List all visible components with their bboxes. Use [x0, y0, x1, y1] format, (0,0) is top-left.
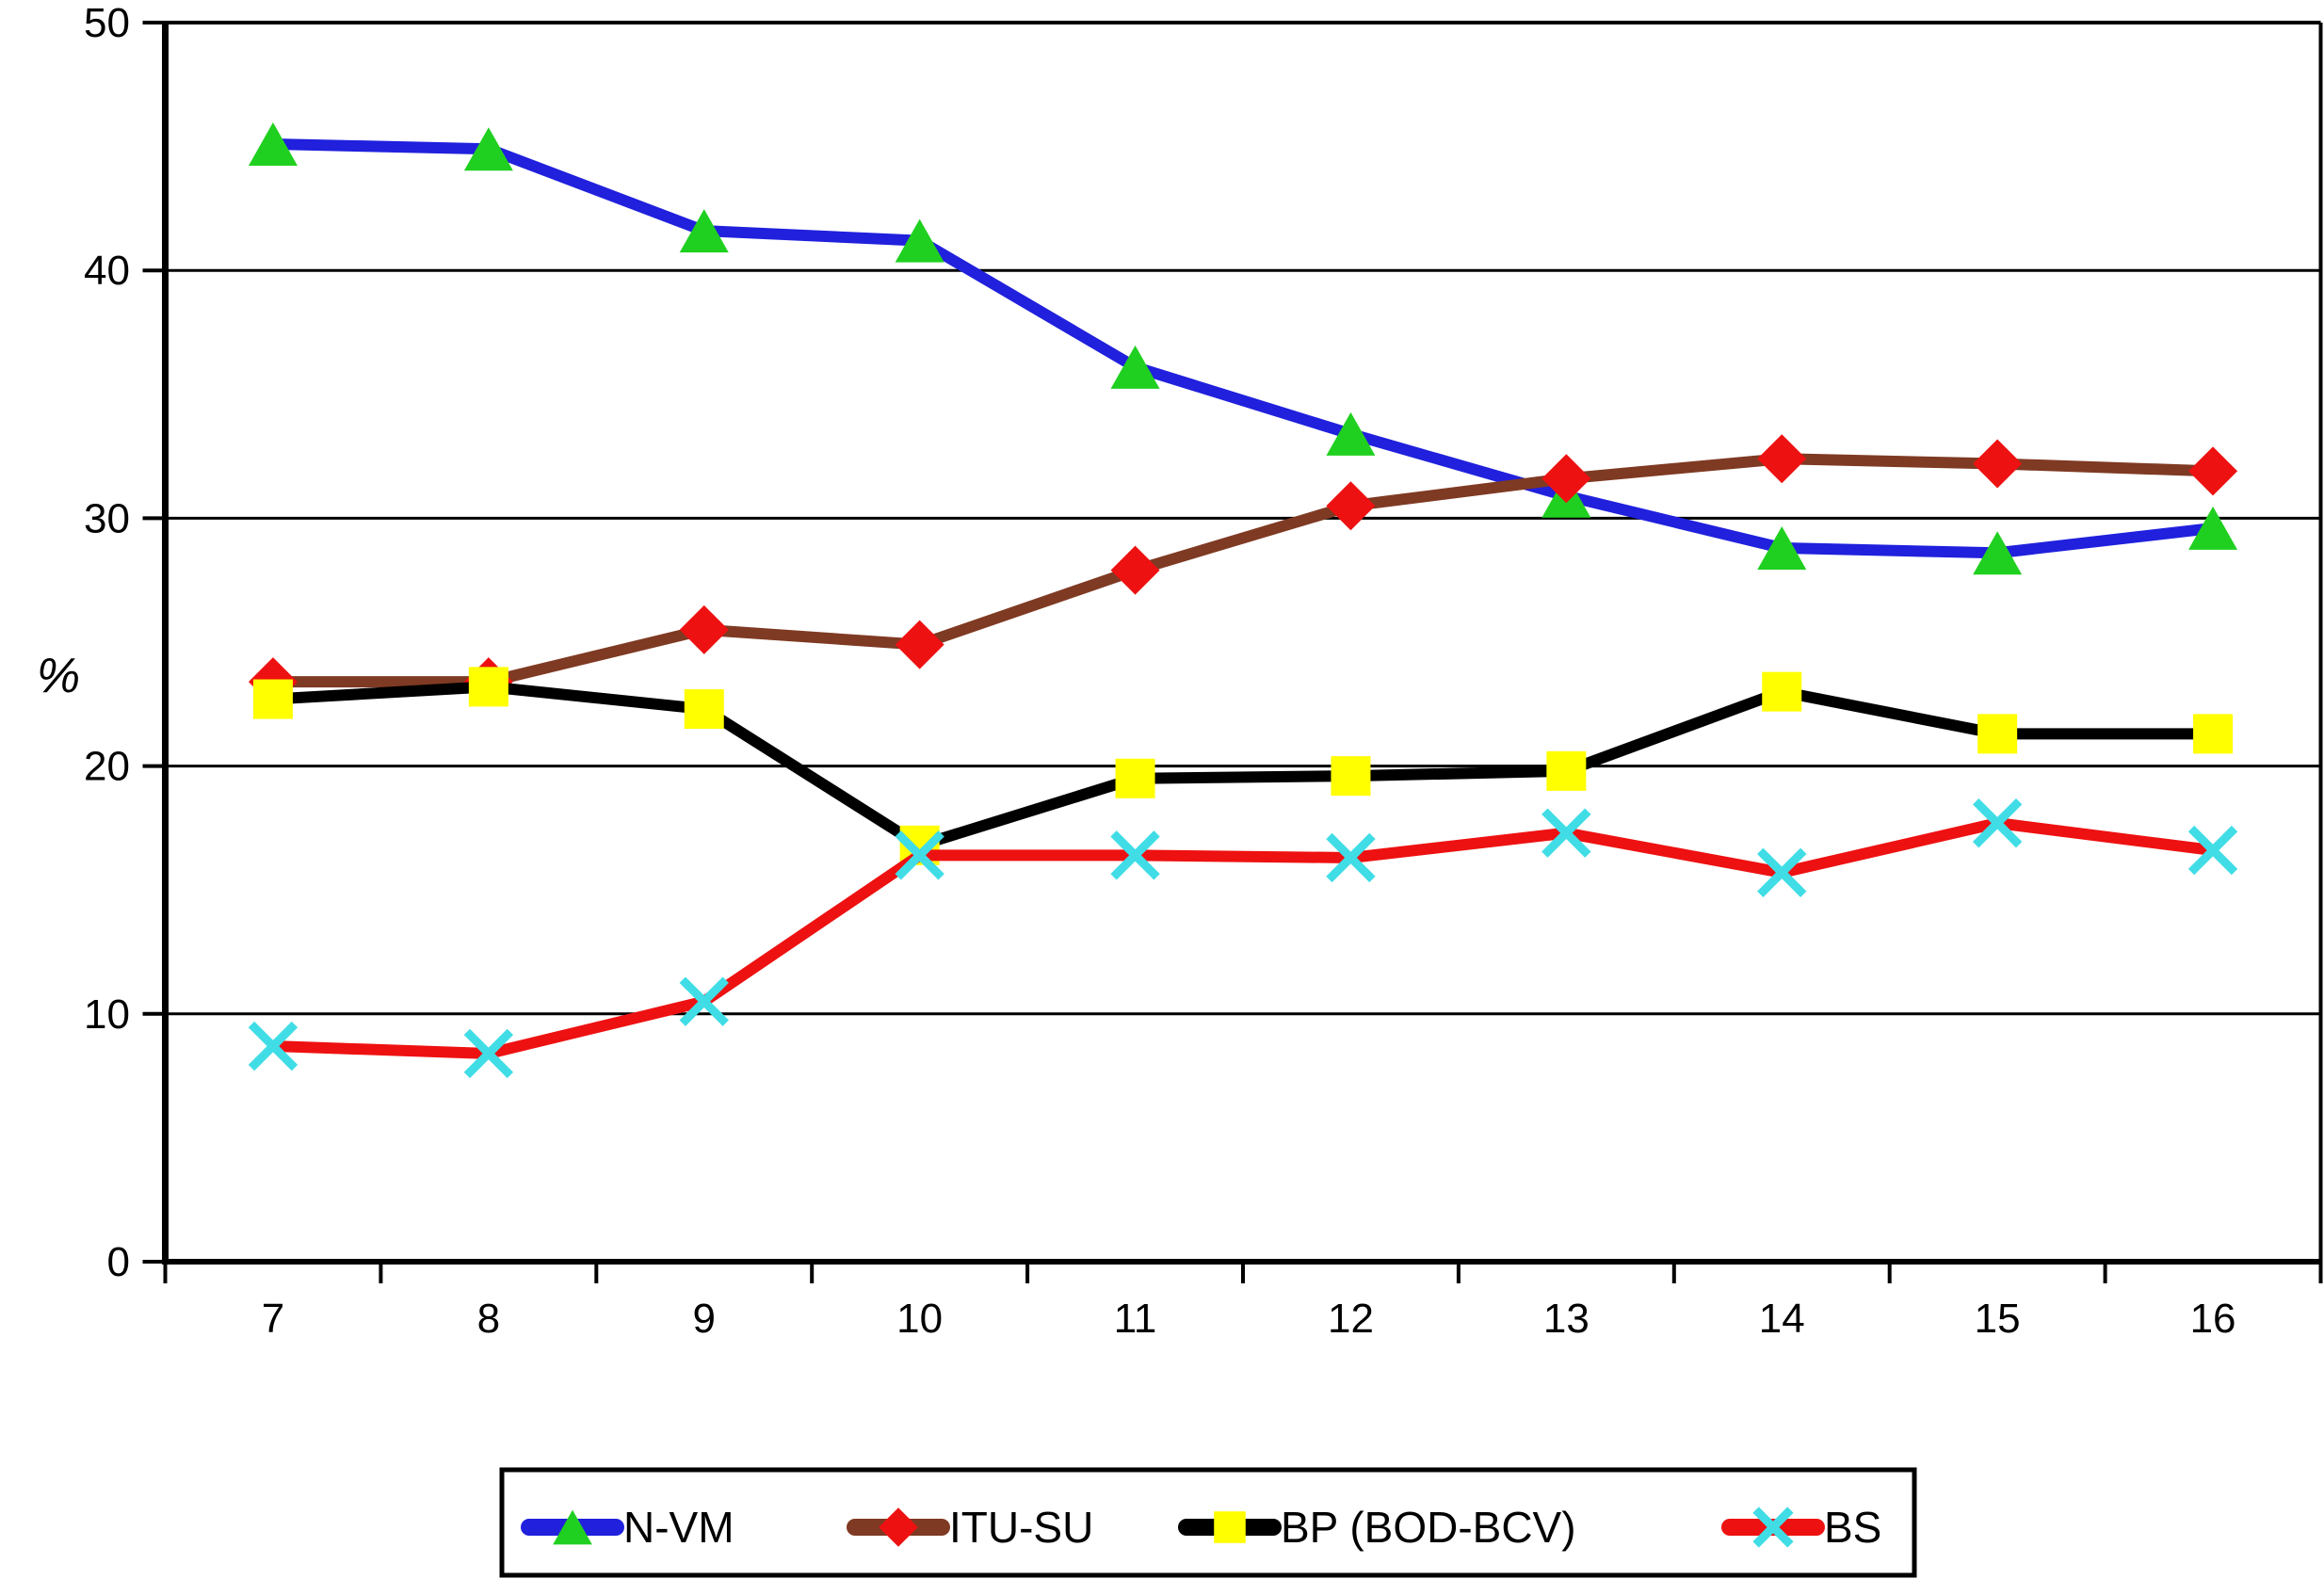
series-line-itu-su — [266, 453, 2219, 688]
marker-diamond — [1757, 434, 1807, 484]
marker-triangle — [463, 127, 513, 171]
marker-square — [252, 679, 293, 719]
marker-diamond — [1110, 545, 1160, 595]
y-tick-label-40: 40 — [84, 248, 130, 294]
y-tick-label-10: 10 — [84, 991, 130, 1038]
x-tick-label-11: 11 — [1114, 1296, 1157, 1342]
marker-square — [1977, 714, 2018, 754]
marker-triangle — [1757, 525, 1807, 570]
x-tick-label-16: 16 — [2190, 1296, 2236, 1342]
marker-x — [1972, 798, 2023, 848]
marker-triangle — [2188, 506, 2238, 550]
marker-square — [1762, 671, 1802, 712]
series-line-bs — [266, 817, 2219, 1059]
axes — [142, 21, 2323, 1283]
x-tick-label-9: 9 — [693, 1296, 716, 1342]
series-bs — [248, 798, 2238, 1079]
marker-square — [1214, 1511, 1246, 1543]
marker-square — [1115, 758, 1155, 798]
marker-x — [679, 976, 729, 1026]
marker-diamond — [1973, 439, 2023, 489]
series-line-bp-bod-bcv — [266, 681, 2219, 851]
marker-triangle — [248, 121, 298, 166]
marker-x — [1541, 808, 1591, 858]
marker-x — [895, 830, 944, 880]
marker-x — [1110, 830, 1160, 880]
x-tick-label-12: 12 — [1328, 1296, 1374, 1342]
series-bp-bod-bcv — [252, 667, 2234, 865]
marker-triangle — [1973, 531, 2023, 575]
legend: N-VM ITU-SU BP (BOD-BCV) BS — [499, 1467, 1917, 1578]
marker-square — [468, 667, 508, 707]
y-tick-label-30: 30 — [84, 495, 130, 541]
marker-triangle — [679, 209, 729, 253]
marker-diamond — [895, 620, 944, 669]
marker-square — [1546, 750, 1587, 791]
marker-x — [2187, 825, 2238, 876]
marker-square — [2193, 714, 2234, 754]
marker-diamond — [2188, 446, 2238, 496]
legend-item-itu-su: ITU-SU — [847, 1503, 1093, 1552]
marker-diamond — [1541, 454, 1591, 504]
marker-square — [1331, 756, 1371, 797]
y-axis-label: % — [37, 649, 80, 703]
series-itu-su — [248, 434, 2238, 707]
marker-triangle — [1326, 411, 1376, 456]
y-axis-tick-labels: 0 10 20 30 40 50 — [84, 0, 130, 1285]
legend-item-bp-bod-bcv: BP (BOD-BCV) — [1178, 1503, 1576, 1552]
legend-item-n-vm: N-VM — [521, 1503, 734, 1552]
y-tick-label-0: 0 — [107, 1239, 130, 1285]
marker-triangle — [553, 1509, 592, 1545]
marker-x — [463, 1028, 514, 1079]
series-line-n-vm — [266, 137, 2219, 559]
x-tick-label-13: 13 — [1543, 1296, 1590, 1342]
marker-triangle — [1110, 345, 1160, 389]
legend-label-n-vm: N-VM — [623, 1503, 734, 1552]
y-tick-label-20: 20 — [84, 744, 130, 790]
marker-x — [248, 1021, 299, 1071]
x-tick-label-7: 7 — [262, 1296, 284, 1342]
marker-diamond — [1326, 481, 1376, 531]
data-series — [248, 121, 2238, 1079]
legend-label-bp-bod-bcv: BP (BOD-BCV) — [1281, 1503, 1576, 1552]
marker-x — [1326, 832, 1376, 883]
x-axis-tick-labels: 7 8 9 10 11 12 13 14 15 16 — [262, 1296, 2236, 1342]
marker-square — [684, 689, 724, 730]
x-tick-label-15: 15 — [1975, 1296, 2021, 1342]
marker-diamond — [879, 1507, 918, 1547]
legend-label-bs: BS — [1824, 1503, 1881, 1552]
x-tick-label-10: 10 — [896, 1296, 943, 1342]
marker-x — [1757, 847, 1807, 897]
series-n-vm — [248, 121, 2238, 575]
x-tick-label-8: 8 — [477, 1296, 500, 1342]
legend-item-bs: BS — [1721, 1503, 1881, 1552]
gridlines — [165, 21, 2321, 1265]
marker-diamond — [679, 604, 729, 654]
x-tick-label-14: 14 — [1759, 1296, 1805, 1342]
legend-label-itu-su: ITU-SU — [949, 1503, 1093, 1552]
y-tick-label-50: 50 — [84, 0, 130, 46]
marker-x — [1752, 1506, 1794, 1548]
marker-triangle — [895, 218, 944, 263]
